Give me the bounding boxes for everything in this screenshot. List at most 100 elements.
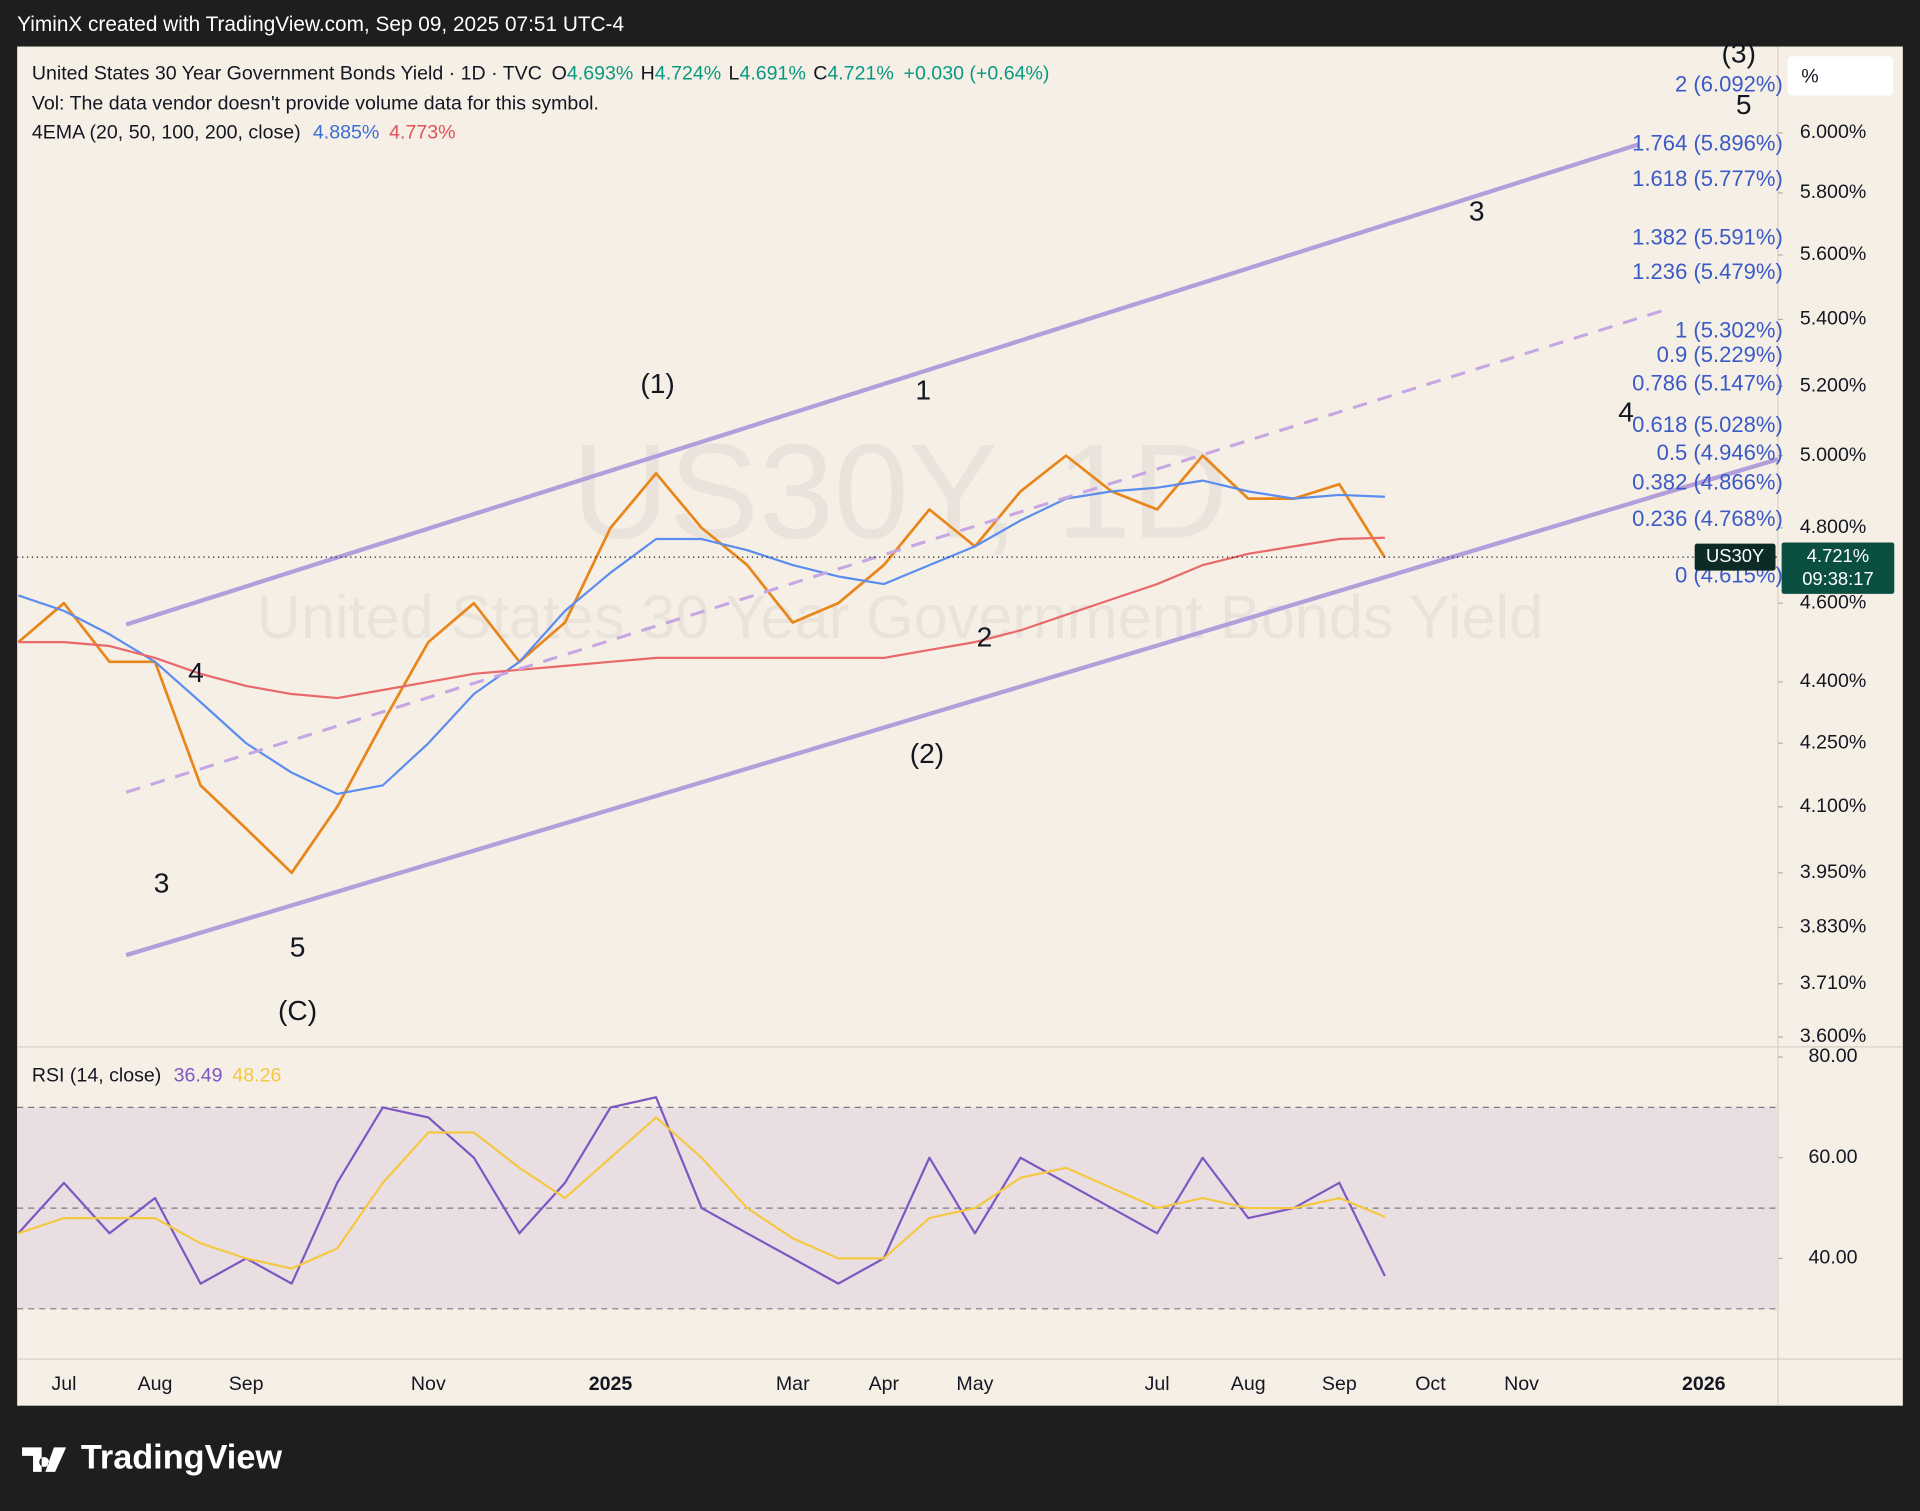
fib-level: 1.764 (5.896%)	[1632, 130, 1783, 155]
fib-level: 0.5 (4.946%)	[1657, 440, 1783, 465]
y-tick-label: 5.600%	[1800, 243, 1866, 265]
y-tick-label: 80.00	[1809, 1045, 1858, 1067]
ema-value: 4.885%	[313, 122, 379, 144]
y-tick-label: 5.000%	[1800, 444, 1866, 466]
x-tick-label: Aug	[1231, 1373, 1266, 1395]
ohlc-label: O	[552, 63, 567, 85]
wave-label: 3	[1469, 195, 1485, 226]
y-tick-label: 3.600%	[1800, 1025, 1866, 1047]
symbol-tag-text: US30Y	[1706, 545, 1764, 566]
price-pane: 3.600% 3.710% 3.830% 3.950% 4.100% 4.250% 4.40…	[17, 121, 1866, 1047]
ohlc-value: 4.724%	[655, 63, 721, 85]
fib-level: 1.382 (5.591%)	[1632, 225, 1783, 250]
wave-label: (C)	[278, 995, 317, 1026]
fib-level: 2 (6.092%)	[1675, 72, 1783, 97]
symbol-legend: United States 30 Year Government Bonds Y…	[32, 63, 1050, 85]
x-tick-label: Sep	[229, 1373, 264, 1395]
x-tick-label: Jul	[51, 1373, 76, 1395]
wave-label: (3)	[1722, 38, 1756, 69]
fib-level: 1.236 (5.479%)	[1632, 259, 1783, 284]
rsi-label: RSI (14, close)	[32, 1064, 161, 1086]
ohlc-label: L	[729, 63, 740, 85]
y-tick-label: 3.830%	[1800, 916, 1866, 938]
rsi-value: 48.26	[232, 1064, 281, 1086]
fib-level: 0.382 (4.866%)	[1632, 469, 1783, 494]
indicator-line	[18, 1116, 1386, 1270]
wave-label: 3	[154, 868, 170, 899]
x-tick-label: Mar	[776, 1373, 810, 1395]
ema-legend: 4EMA (20, 50, 100, 200, close) 4.885% 4.77…	[32, 122, 456, 144]
wave-label: (1)	[640, 368, 674, 399]
symbol-tag	[1694, 543, 1776, 571]
watermark-name: United States 30 Year Government Bonds Y…	[257, 583, 1543, 651]
fib-level: 1.618 (5.777%)	[1632, 166, 1783, 191]
x-tick-label: 2025	[589, 1373, 633, 1395]
y-tick-label: 4.800%	[1800, 516, 1866, 538]
price-tag-countdown: 09:38:17	[1802, 568, 1873, 589]
ema-label: 4EMA (20, 50, 100, 200, close)	[32, 122, 301, 144]
x-tick-label: Nov	[411, 1373, 446, 1395]
channel-upper	[125, 142, 1640, 627]
x-tick-label: Jul	[1145, 1373, 1170, 1395]
rsi-pane: 40.00 60.00 80.00 Jul Aug Sep Nov 2025 Mar Apr May…	[17, 1045, 1858, 1395]
y-tick-label: 3.710%	[1800, 972, 1866, 994]
x-tick-label: Apr	[869, 1373, 900, 1395]
logo-mark	[22, 1447, 67, 1472]
price-tag	[1781, 542, 1895, 594]
rsi-legend: RSI (14, close) 36.49 48.26	[32, 1064, 282, 1086]
ohlc-value: 4.691%	[739, 63, 805, 85]
channel	[125, 142, 1779, 958]
annotations: (1) 1 (2) 2 3 4 5 (3) 4 3 5 (C) 2 (6.092%) 1.764 (5.8…	[154, 38, 1783, 1027]
y-tick-label: 60.00	[1809, 1146, 1858, 1168]
vol-note: Vol: The data vendor doesn't provide vol…	[32, 92, 599, 114]
rsi-value: 36.49	[174, 1064, 223, 1086]
change: +0.030 (+0.64%)	[904, 63, 1050, 85]
fib-level: 0.618 (5.028%)	[1632, 412, 1783, 437]
y-tick-label: 5.400%	[1800, 308, 1866, 330]
wave-label: 2	[977, 622, 993, 653]
y-tick-label: 4.400%	[1800, 670, 1866, 692]
fib-level: 0.786 (5.147%)	[1632, 370, 1783, 395]
ohlc-label: C	[813, 63, 827, 85]
wave-label: (2)	[910, 738, 944, 769]
y-tick-label: 4.100%	[1800, 795, 1866, 817]
channel-lower	[125, 457, 1779, 958]
y-tick-label: 4.250%	[1800, 731, 1866, 753]
price-tag-value: 4.721%	[1807, 545, 1869, 566]
symbol: United States 30 Year Government Bonds Y…	[32, 63, 542, 85]
x-tick-label: Oct	[1415, 1373, 1446, 1395]
ohlc-value: 4.693%	[567, 63, 633, 85]
indicator-line	[18, 479, 1385, 796]
wave-label: 5	[290, 931, 306, 962]
ema-value: 4.773%	[389, 122, 455, 144]
brand: TradingView	[81, 1439, 283, 1477]
wave-label: 5	[1736, 89, 1752, 120]
brand-logo: TradingView	[22, 1439, 282, 1477]
y-tick-label: 5.800%	[1800, 181, 1866, 203]
unit-box[interactable]	[1787, 56, 1894, 96]
wave-label: 4	[1618, 396, 1634, 427]
y-tick-label: 6.000%	[1800, 121, 1866, 143]
wave-label: 4	[188, 657, 204, 688]
y-tick-label: 5.200%	[1800, 374, 1866, 396]
y-tick-label: 40.00	[1809, 1247, 1858, 1269]
channel-mid	[125, 308, 1666, 794]
indicator-line	[18, 536, 1385, 700]
x-tick-label: Aug	[138, 1373, 173, 1395]
fib-level: 1 (5.302%)	[1675, 318, 1783, 343]
ohlc-value: 4.721%	[827, 63, 893, 85]
credit: YiminX created with TradingView.com, Sep…	[17, 13, 624, 36]
series-line	[17, 454, 1387, 875]
x-tick-label: Sep	[1322, 1373, 1357, 1395]
y-tick-label: 3.950%	[1800, 861, 1866, 883]
unit: %	[1801, 65, 1818, 87]
fib-level: 0.236 (4.768%)	[1632, 506, 1783, 531]
fib-level: 0.9 (5.229%)	[1657, 342, 1783, 367]
x-tick-label: May	[956, 1373, 993, 1395]
wave-label: 1	[915, 374, 931, 405]
ohlc-label: H	[641, 63, 655, 85]
y-tick-label: 4.600%	[1800, 591, 1866, 613]
x-tick-label: 2026	[1682, 1373, 1726, 1395]
